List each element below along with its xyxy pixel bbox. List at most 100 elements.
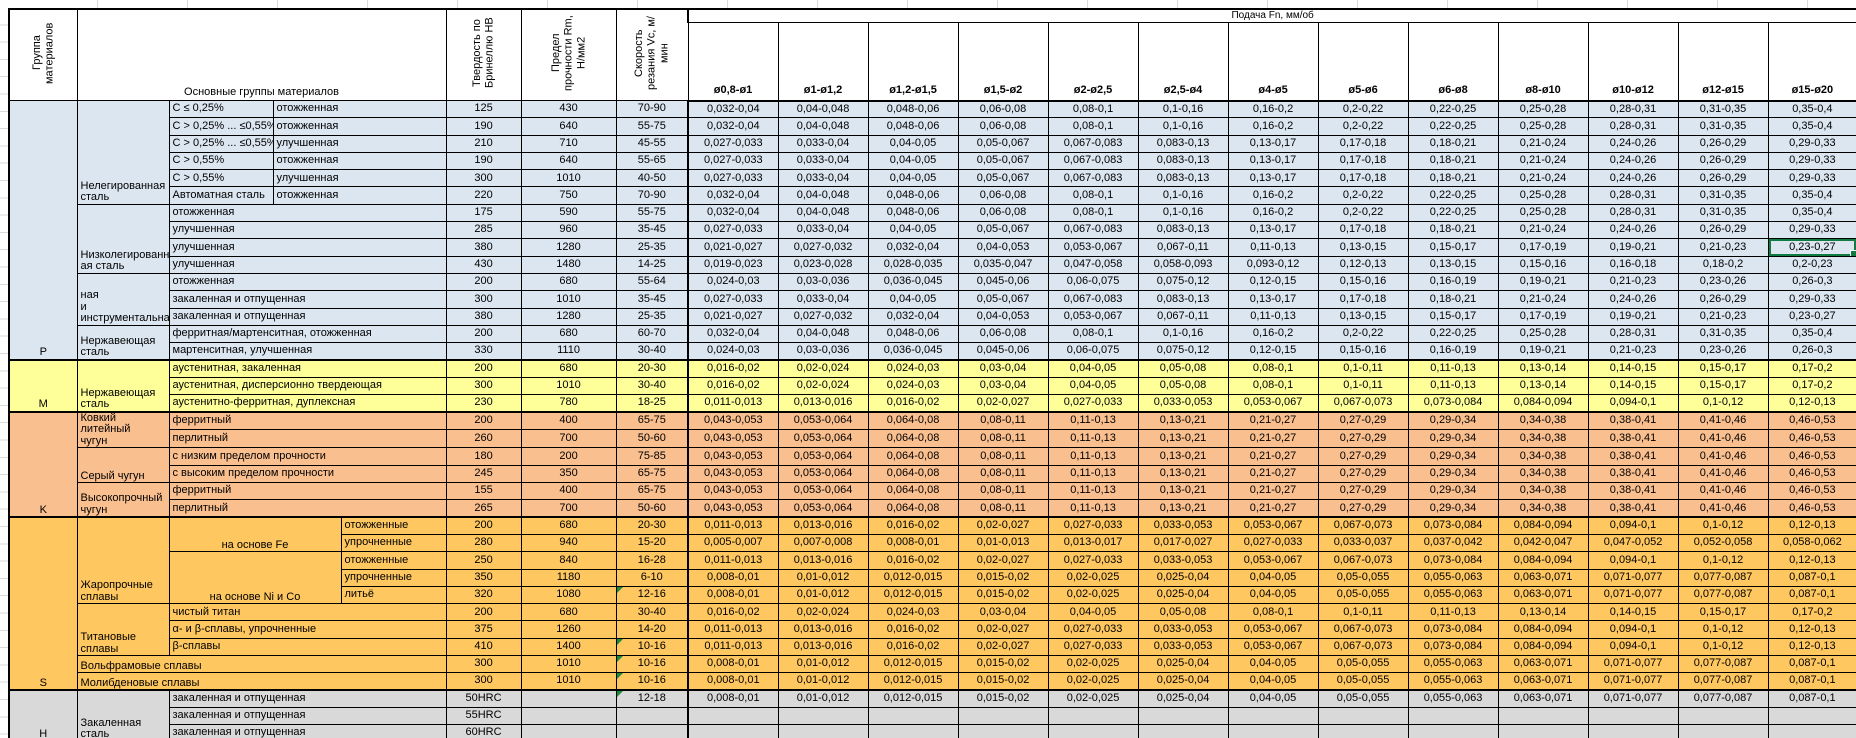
feed-cell[interactable]: 0,007-0,008 (777, 533, 869, 553)
feed-cell[interactable]: 0,35-0,4 (1767, 186, 1856, 205)
feed-cell[interactable]: 0,047-0,058 (1047, 255, 1139, 274)
feed-cell[interactable]: 0,053-0,067 (1047, 307, 1139, 326)
feed-cell[interactable]: 0,11-0,13 (1047, 447, 1139, 466)
feed-cell[interactable]: 0,1-0,12 (1677, 637, 1769, 657)
feed-cell[interactable]: 0,04-0,05 (1047, 376, 1139, 396)
feed-cell[interactable]: 0,29-0,34 (1407, 499, 1499, 518)
rm-cell[interactable]: 750 (520, 186, 617, 205)
material-family-cell[interactable]: Нержавеющая сталь (76, 358, 170, 413)
feed-cell[interactable]: 0,2-0,22 (1317, 203, 1409, 223)
hb-cell[interactable]: 330 (445, 342, 522, 361)
material-group-cell[interactable]: H (8, 689, 78, 738)
feed-cell[interactable]: 0,027-0,033 (1047, 620, 1139, 639)
feed-cell[interactable]: 0,21-0,27 (1227, 447, 1319, 466)
feed-cell[interactable]: 0,13-0,17 (1227, 134, 1319, 153)
feed-cell[interactable]: 0,46-0,53 (1767, 410, 1856, 431)
feed-cell[interactable]: 0,087-0,1 (1767, 689, 1856, 708)
feed-cell[interactable]: 0,12-0,15 (1227, 342, 1319, 361)
feed-cell[interactable] (867, 724, 959, 738)
feed-cell[interactable]: 0,14-0,15 (1587, 603, 1679, 622)
feed-diameter-header-3[interactable]: ø1,2-ø1,5 (867, 22, 959, 102)
feed-cell[interactable]: 0,18-0,21 (1407, 221, 1499, 240)
feed-cell[interactable]: 0,03-0,04 (957, 603, 1049, 622)
feed-cell[interactable]: 0,073-0,084 (1407, 516, 1499, 535)
feed-cell[interactable]: 0,027-0,032 (777, 307, 869, 326)
feed-cell[interactable]: 0,043-0,053 (687, 464, 779, 484)
feed-cell[interactable]: 0,027-0,033 (687, 221, 779, 240)
feed-cell[interactable]: 0,04-0,05 (867, 221, 959, 240)
feed-cell[interactable]: 0,18-0,21 (1407, 134, 1499, 153)
feed-cell[interactable]: 0,22-0,25 (1407, 186, 1499, 205)
rm-cell[interactable]: 430 (520, 99, 617, 119)
rm-cell[interactable]: 710 (520, 134, 617, 153)
hb-cell[interactable]: 410 (445, 637, 522, 657)
feed-cell[interactable]: 0,05-0,055 (1317, 689, 1409, 708)
vc-cell[interactable]: 18-25 (615, 394, 689, 413)
feed-cell[interactable]: 0,1-0,11 (1317, 603, 1409, 622)
feed-cell[interactable]: 0,24-0,26 (1587, 290, 1679, 309)
feed-cell[interactable]: 0,033-0,04 (777, 290, 869, 309)
feed-cell[interactable]: 0,011-0,013 (687, 394, 779, 413)
feed-cell[interactable]: 0,12-0,15 (1227, 272, 1319, 292)
feed-cell[interactable]: 0,28-0,31 (1587, 324, 1679, 344)
feed-cell[interactable]: 0,063-0,071 (1497, 672, 1589, 691)
feed-cell[interactable]: 0,013-0,017 (1047, 533, 1139, 553)
feed-cell[interactable]: 0,094-0,1 (1587, 551, 1679, 570)
feed-cell[interactable]: 0,08-0,1 (1227, 376, 1319, 396)
feed-cell[interactable]: 0,053-0,067 (1227, 551, 1319, 570)
feed-cell[interactable]: 0,087-0,1 (1767, 672, 1856, 691)
feed-cell[interactable]: 0,047-0,052 (1587, 533, 1679, 553)
feed-cell[interactable]: 0,12-0,13 (1767, 637, 1856, 657)
hb-cell[interactable]: 300 (445, 169, 522, 188)
material-family-cell[interactable]: Ковкий литейный чугун (76, 410, 170, 449)
feed-cell[interactable]: 0,19-0,21 (1587, 238, 1679, 257)
vc-cell[interactable] (615, 724, 689, 738)
feed-diameter-header-1[interactable]: ø0,8-ø1 (687, 22, 779, 102)
material-family-cell[interactable]: ная и инструментальна (76, 272, 170, 326)
vc-cell[interactable]: 70-90 (615, 99, 689, 119)
feed-cell[interactable]: 0,013-0,016 (777, 637, 869, 657)
feed-cell[interactable] (1317, 706, 1409, 726)
rm-cell[interactable] (520, 724, 617, 738)
material-family-cell[interactable]: Серый чугун (76, 447, 170, 484)
feed-cell[interactable]: 0,027-0,033 (1047, 394, 1139, 413)
feed-cell[interactable]: 0,08-0,1 (1227, 603, 1319, 622)
feed-cell[interactable]: 0,28-0,31 (1587, 117, 1679, 136)
material-state-cell[interactable]: отожженная (168, 272, 447, 292)
feed-cell[interactable]: 0,38-0,41 (1587, 464, 1679, 484)
feed-cell[interactable]: 0,055-0,063 (1407, 655, 1499, 674)
feed-cell[interactable]: 0,05-0,08 (1137, 358, 1229, 378)
feed-cell[interactable]: 0,053-0,067 (1227, 637, 1319, 657)
feed-cell[interactable]: 0,02-0,027 (957, 394, 1049, 413)
feed-cell[interactable]: 0,005-0,007 (687, 533, 779, 553)
material-state-cell[interactable]: ферритный (168, 482, 447, 501)
feed-cell[interactable]: 0,016-0,02 (867, 551, 959, 570)
feed-cell[interactable]: 0,21-0,23 (1677, 307, 1769, 326)
feed-cell[interactable]: 0,04-0,05 (867, 169, 959, 188)
feed-cell[interactable]: 0,017-0,027 (1137, 533, 1229, 553)
material-subgroup-cell[interactable]: на основе Ni и Co (168, 551, 342, 605)
feed-cell[interactable]: 0,11-0,13 (1407, 376, 1499, 396)
feed-cell[interactable]: 0,016-0,02 (867, 637, 959, 657)
vc-cell[interactable]: 45-55 (615, 134, 689, 153)
feed-cell[interactable]: 0,17-0,2 (1767, 603, 1856, 622)
feed-cell[interactable]: 0,008-0,01 (867, 533, 959, 553)
feed-cell[interactable]: 0,01-0,012 (777, 568, 869, 587)
feed-cell[interactable]: 0,12-0,13 (1767, 394, 1856, 413)
feed-cell[interactable]: 0,04-0,05 (867, 134, 959, 153)
feed-cell[interactable]: 0,036-0,045 (867, 342, 959, 361)
rm-cell[interactable]: 840 (520, 551, 617, 570)
feed-cell[interactable]: 0,34-0,38 (1497, 447, 1589, 466)
feed-cell[interactable]: 0,027-0,033 (687, 169, 779, 188)
feed-cell[interactable]: 0,053-0,064 (777, 482, 869, 501)
feed-cell[interactable]: 0,31-0,35 (1677, 117, 1769, 136)
vc-cell[interactable]: 75-85 (615, 447, 689, 466)
feed-cell[interactable] (1227, 724, 1319, 738)
feed-cell[interactable]: 0,35-0,4 (1767, 324, 1856, 344)
feed-cell[interactable]: 0,063-0,071 (1497, 585, 1589, 605)
feed-cell[interactable]: 0,067-0,11 (1137, 307, 1229, 326)
feed-cell[interactable]: 0,46-0,53 (1767, 482, 1856, 501)
feed-cell[interactable]: 0,16-0,2 (1227, 203, 1319, 223)
hb-cell[interactable]: 380 (445, 307, 522, 326)
feed-cell[interactable]: 0,063-0,071 (1497, 689, 1589, 708)
